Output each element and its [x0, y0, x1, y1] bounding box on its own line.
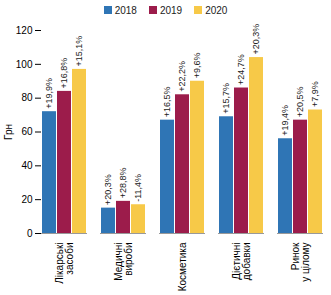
- svg-text:+22,2%: +22,2%: [177, 61, 187, 92]
- svg-text:Косметика: Косметика: [177, 242, 188, 291]
- svg-text:+24,7%: +24,7%: [236, 54, 246, 85]
- svg-text:Грн: Грн: [3, 124, 14, 140]
- svg-text:+16,5%: +16,5%: [162, 86, 172, 117]
- svg-text:Дієтичнідобавки: Дієтичнідобавки: [231, 243, 252, 281]
- svg-text:+28,8%: +28,8%: [118, 168, 128, 199]
- svg-text:+9,6%: +9,6%: [192, 52, 202, 78]
- svg-text:120: 120: [16, 25, 33, 36]
- svg-text:Риноку цілому: Риноку цілому: [290, 242, 311, 282]
- html-text:2018: 2018: [114, 4, 137, 16]
- svg-text:+15,7%: +15,7%: [221, 83, 231, 114]
- svg-text:100: 100: [16, 59, 33, 70]
- svg-text:+20,5%: +20,5%: [295, 86, 305, 117]
- svg-text:-11,4%: -11,4%: [133, 174, 143, 202]
- svg-text:+20,3%: +20,3%: [103, 174, 113, 205]
- svg-text:+19,9%: +19,9%: [44, 78, 54, 109]
- svg-text:80: 80: [21, 92, 33, 103]
- svg-text:20: 20: [21, 194, 33, 205]
- html-text:2020: 2020: [205, 4, 228, 16]
- svg-text:40: 40: [21, 160, 33, 171]
- svg-text:+16,8%: +16,8%: [59, 58, 69, 89]
- svg-text:0: 0: [27, 228, 33, 239]
- svg-text:Медичнівироби: Медичнівироби: [113, 243, 134, 281]
- svg-text:Лікарськізасоби: Лікарськізасоби: [54, 243, 75, 284]
- svg-text:+15,1%: +15,1%: [74, 36, 84, 67]
- svg-text:+19,4%: +19,4%: [280, 105, 290, 136]
- svg-text:60: 60: [21, 126, 33, 137]
- svg-text:+7,9%: +7,9%: [310, 81, 320, 107]
- html-text:2019: 2019: [159, 4, 183, 16]
- svg-text:+20,3%: +20,3%: [251, 24, 261, 55]
